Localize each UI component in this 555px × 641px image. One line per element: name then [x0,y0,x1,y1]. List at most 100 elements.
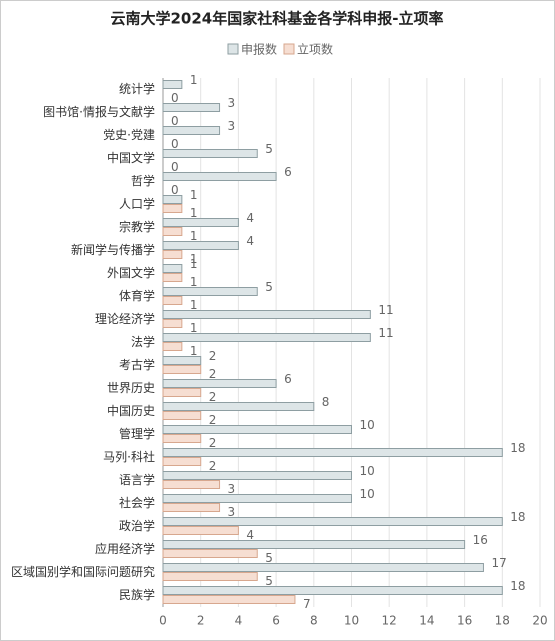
bar [162,563,484,572]
data-label: 0 [171,114,179,128]
bar [162,388,202,397]
x-tick-label: 4 [235,614,243,628]
chart-title: 云南大学2024年国家社科基金各学科申报-立项率 [111,10,444,28]
data-label: 3 [228,482,236,496]
bar [162,356,202,365]
bar [162,448,503,457]
data-label: 17 [491,556,506,570]
data-label: 2 [209,367,217,381]
bar [162,595,296,604]
y-tick-label: 中国历史 [107,403,155,418]
data-label: 2 [209,349,217,363]
bar [162,204,183,213]
data-label: 10 [360,464,375,478]
data-label: 5 [265,280,273,294]
legend-label: 立项数 [297,42,333,57]
y-tick-label: 管理学 [119,426,155,441]
data-label: 6 [284,165,292,179]
data-label: 5 [265,574,273,588]
bar [162,273,183,282]
y-tick-label: 世界历史 [107,381,155,395]
x-tick-label: 12 [382,614,397,628]
bar [162,411,202,420]
bar [162,365,202,374]
data-label: 3 [228,96,236,110]
data-label: 3 [228,119,236,133]
data-label: 8 [322,395,330,409]
bar [162,494,352,503]
y-tick-label: 马列·科社 [103,449,155,464]
bar [162,434,202,443]
data-label: 18 [510,579,525,593]
bar [162,342,183,351]
data-label: 7 [303,597,311,611]
data-label: 1 [190,321,198,335]
bar [162,333,371,342]
legend-label: 申报数 [241,42,277,57]
data-label: 10 [360,418,375,432]
bar [162,319,183,328]
x-tick-label: 10 [344,614,359,628]
bar [162,80,183,89]
bar [162,517,503,526]
y-tick-label: 社会学 [119,495,155,510]
y-tick-label: 统计学 [119,81,155,96]
bar [162,310,371,319]
bar [162,103,221,112]
data-label: 1 [190,298,198,312]
y-tick-label: 人口学 [119,196,155,211]
bar [162,526,239,535]
bar [162,425,352,434]
bar [162,126,221,135]
y-tick-label: 理论经济学 [95,311,155,326]
y-tick-label: 语言学 [119,472,155,487]
bar [162,264,183,273]
data-label: 0 [171,91,179,105]
data-label: 0 [171,160,179,174]
x-tick-label: 0 [159,614,167,628]
y-tick-label: 考古学 [119,357,155,372]
y-tick-label: 法学 [131,334,155,349]
y-tick-label: 政治学 [119,518,155,533]
data-label: 4 [246,528,254,542]
y-tick-label: 党史·党建 [103,127,155,142]
bar [162,457,202,466]
x-tick-label: 8 [310,614,318,628]
data-label: 1 [190,275,198,289]
data-label: 18 [510,510,525,524]
y-tick-label: 宗教学 [119,219,155,234]
data-label: 5 [265,142,273,156]
x-tick-label: 16 [457,614,472,628]
bar [162,471,352,480]
y-tick-label: 外国文学 [107,265,155,280]
bar [162,149,258,158]
data-label: 11 [378,326,393,340]
data-label: 4 [246,211,254,225]
x-tick-label: 2 [197,614,205,628]
data-label: 2 [209,459,217,473]
data-label: 1 [190,344,198,358]
data-label: 16 [473,533,488,547]
y-tick-label: 区域国别学和国际问题研究 [11,564,155,579]
x-tick-label: 14 [419,614,434,628]
bar [162,586,503,595]
data-label: 1 [190,252,198,266]
bar [162,241,239,250]
data-label: 1 [190,188,198,202]
bar [162,379,277,388]
data-label: 3 [228,505,236,519]
bar [162,549,258,558]
data-label: 5 [265,551,273,565]
bar [162,227,183,236]
data-label: 1 [190,229,198,243]
bar [162,172,277,181]
y-tick-label: 哲学 [131,173,155,188]
bar [162,503,221,512]
data-label: 2 [209,436,217,450]
x-tick-label: 20 [532,614,547,628]
data-label: 4 [246,234,254,248]
legend-swatch [283,43,295,55]
data-label: 0 [171,183,179,197]
